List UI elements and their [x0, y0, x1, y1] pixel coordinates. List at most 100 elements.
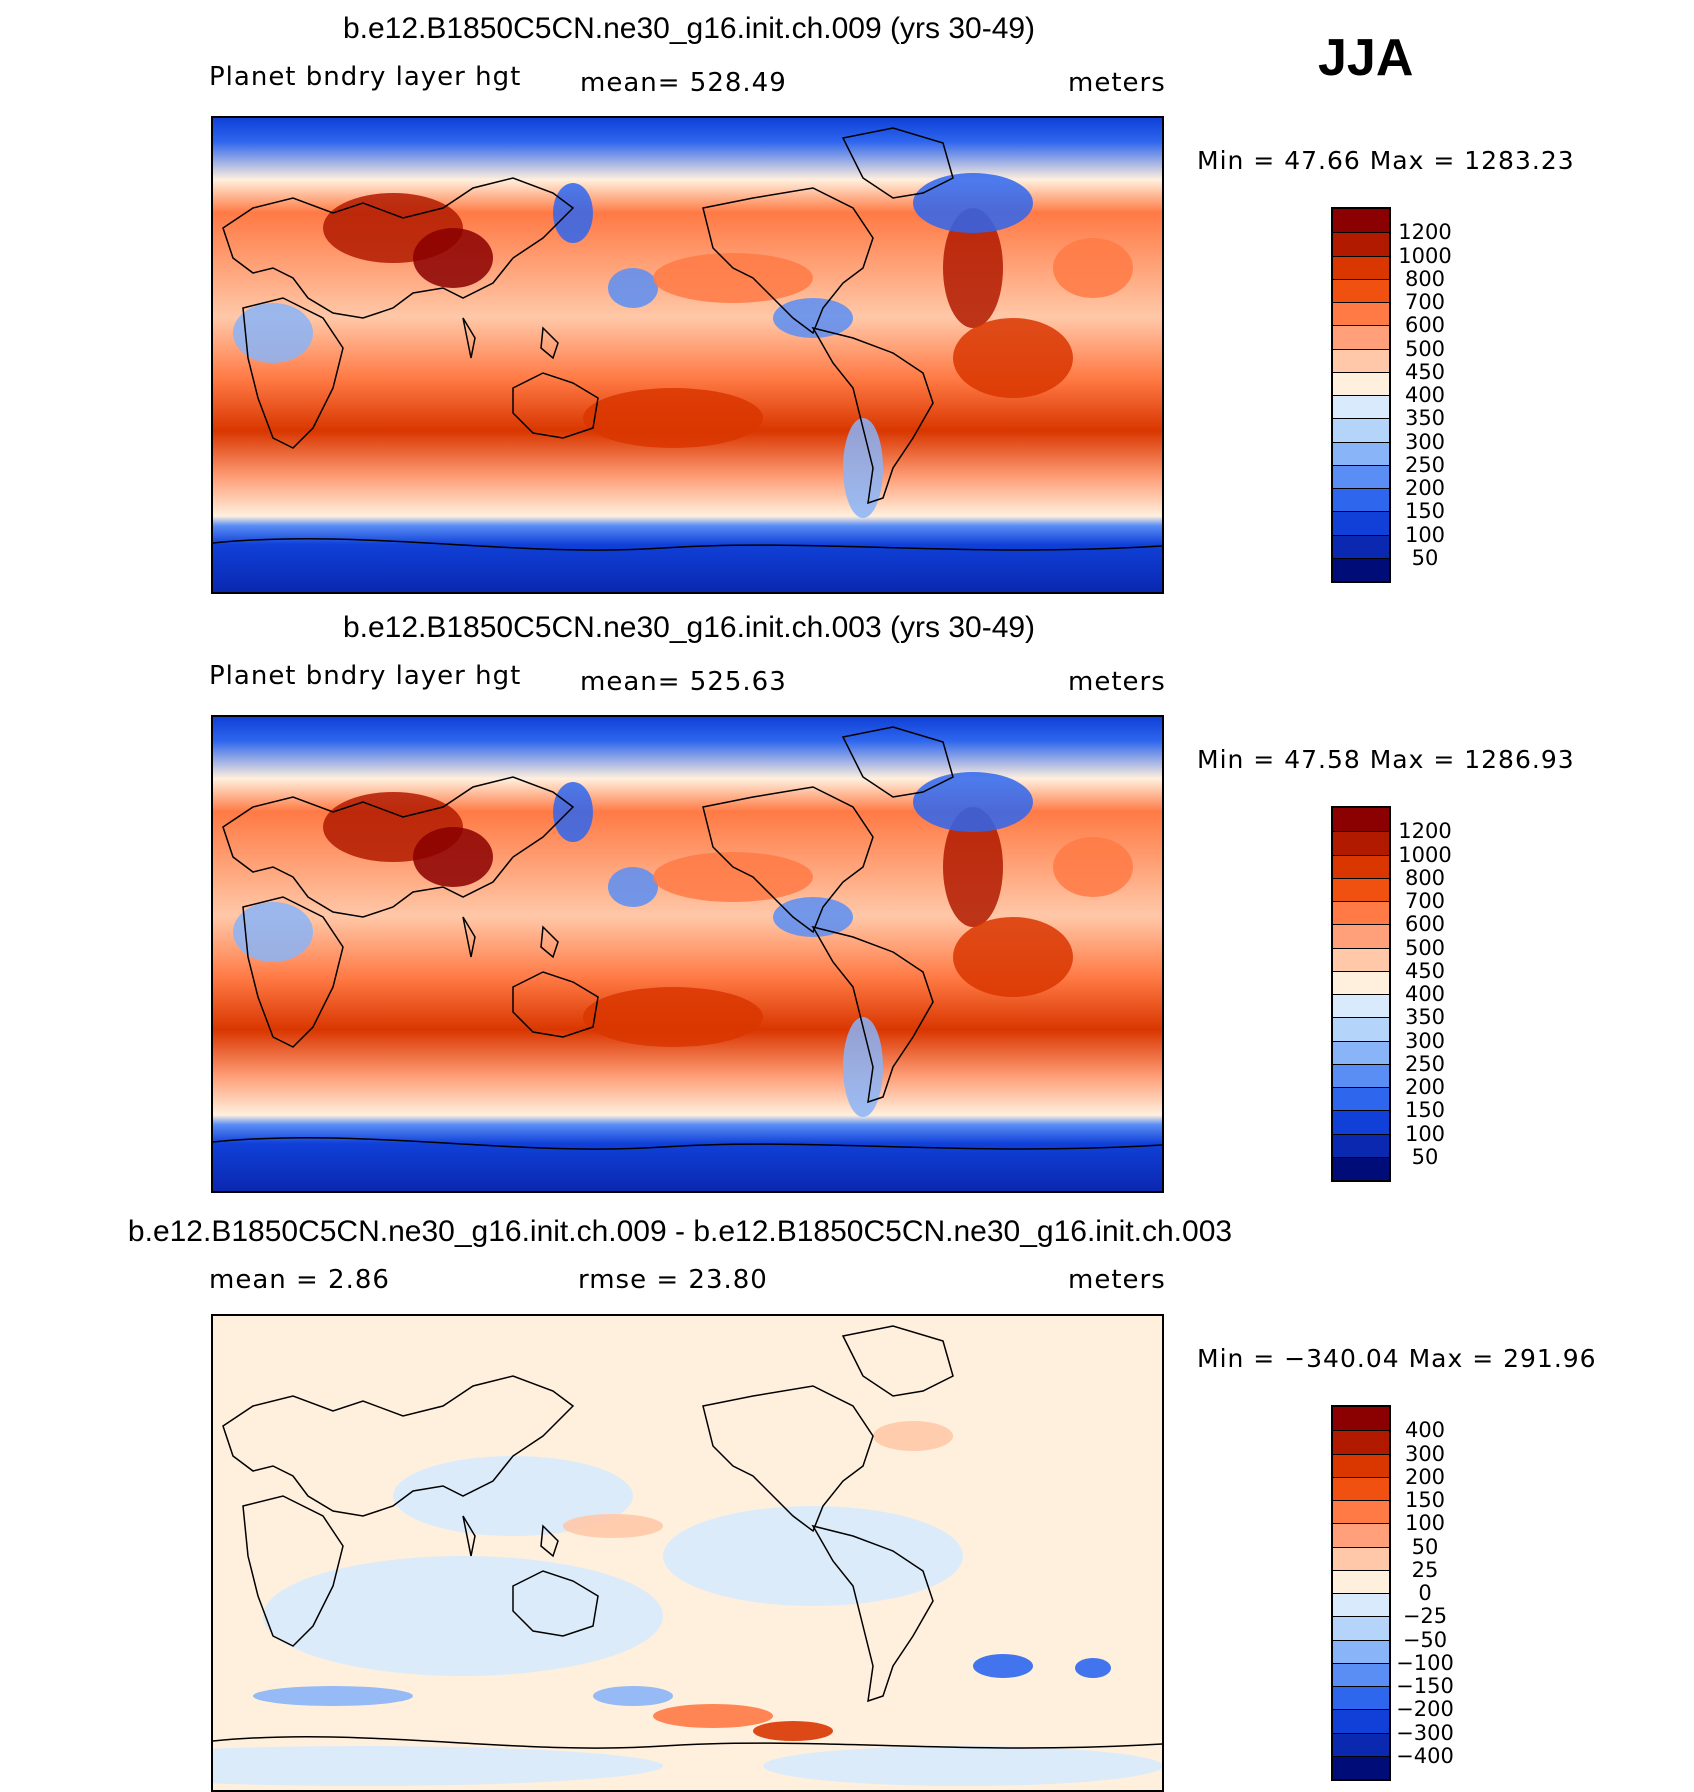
- colorbar-swatch: [1333, 325, 1389, 349]
- colorbar-tick-label: 150: [1404, 1098, 1446, 1123]
- colorbar-swatch: [1333, 854, 1389, 878]
- colorbar-swatch: [1333, 1593, 1389, 1617]
- panel-2-colorbar: [1331, 806, 1391, 1182]
- colorbar-swatch: [1333, 1709, 1389, 1733]
- colorbar-tick-label: 50: [1411, 1144, 1439, 1169]
- colorbar-swatch: [1333, 1755, 1389, 1779]
- colorbar-swatch: [1333, 1110, 1389, 1134]
- colorbar-tick-label: 150: [1404, 499, 1446, 524]
- panel-1-variable: Planet bndry layer hgt: [209, 62, 522, 92]
- panel-1-map-svg: [213, 118, 1162, 592]
- colorbar-swatch: [1333, 418, 1389, 442]
- colorbar-swatch: [1333, 924, 1389, 948]
- colorbar-swatch: [1333, 1686, 1389, 1710]
- panel-3-colorbar: [1331, 1405, 1391, 1781]
- colorbar-swatch: [1333, 1133, 1389, 1157]
- panel-2-map: [211, 715, 1164, 1193]
- panel-2-stat: mean= 525.63: [580, 667, 787, 697]
- colorbar-swatch: [1333, 1732, 1389, 1756]
- colorbar-swatch: [1333, 534, 1389, 558]
- colorbar-tick-label: 100: [1404, 522, 1446, 547]
- colorbar-swatch: [1333, 1063, 1389, 1087]
- panel-1-colorbar: [1331, 207, 1391, 583]
- colorbar-swatch: [1333, 1616, 1389, 1640]
- colorbar-tick-label: −300: [1396, 1720, 1454, 1745]
- panel-2-title: b.e12.B1850C5CN.ne30_g16.init.ch.003 (yr…: [342, 611, 1036, 644]
- colorbar-swatch: [1333, 441, 1389, 465]
- colorbar-swatch: [1333, 877, 1389, 901]
- colorbar-tick-label: 50: [1411, 1534, 1439, 1559]
- colorbar-tick-label: 800: [1404, 865, 1446, 890]
- colorbar-tick-label: 350: [1404, 406, 1446, 431]
- colorbar-swatch: [1333, 1453, 1389, 1477]
- colorbar-swatch: [1333, 1500, 1389, 1524]
- colorbar-tick-label: 200: [1404, 476, 1446, 500]
- colorbar-swatch: [1333, 1040, 1389, 1064]
- colorbar-tick-label: 1000: [1398, 842, 1452, 867]
- colorbar-tick-label: 400: [1404, 383, 1446, 407]
- colorbar-tick-label: 1200: [1398, 220, 1452, 245]
- colorbar-tick-label: 200: [1404, 1464, 1446, 1489]
- colorbar-tick-label: 350: [1404, 1005, 1446, 1030]
- colorbar-tick-label: 0: [1418, 1581, 1432, 1605]
- colorbar-swatch: [1333, 1546, 1389, 1570]
- panel-2-variable: Planet bndry layer hgt: [209, 661, 522, 691]
- panel-3-minmax: Min = −340.04 Max = 291.96: [1197, 1344, 1597, 1373]
- colorbar-swatch: [1333, 302, 1389, 326]
- colorbar-tick-label: 100: [1404, 1121, 1446, 1146]
- colorbar-tick-label: 450: [1404, 958, 1446, 983]
- colorbar-swatch: [1333, 557, 1389, 581]
- colorbar-swatch: [1333, 947, 1389, 971]
- panel-2-minmax: Min = 47.58 Max = 1286.93: [1197, 745, 1575, 774]
- colorbar-swatch: [1333, 1569, 1389, 1593]
- colorbar-swatch: [1333, 395, 1389, 419]
- colorbar-tick-label: −50: [1402, 1627, 1448, 1652]
- colorbar-swatch: [1333, 1156, 1389, 1180]
- colorbar-swatch: [1333, 278, 1389, 302]
- colorbar-tick-label: 1200: [1398, 819, 1452, 844]
- colorbar-swatch: [1333, 831, 1389, 855]
- colorbar-tick-label: −200: [1396, 1697, 1454, 1722]
- panel-3-units: meters: [1068, 1265, 1166, 1295]
- colorbar-tick-label: 300: [1404, 429, 1446, 454]
- colorbar-swatch: [1333, 1407, 1389, 1431]
- panel-1-units: meters: [1068, 68, 1166, 98]
- colorbar-tick-label: 700: [1404, 889, 1446, 913]
- colorbar-swatch: [1333, 255, 1389, 279]
- colorbar-tick-label: 200: [1404, 1075, 1446, 1099]
- colorbar-tick-label: 150: [1404, 1488, 1446, 1512]
- colorbar-swatch: [1333, 901, 1389, 925]
- colorbar-swatch: [1333, 232, 1389, 256]
- colorbar-tick-label: 25: [1411, 1557, 1439, 1582]
- colorbar-tick-label: −25: [1402, 1604, 1448, 1629]
- colorbar-swatch: [1333, 1087, 1389, 1111]
- panel-1-title: b.e12.B1850C5CN.ne30_g16.init.ch.009 (yr…: [342, 12, 1036, 45]
- season-label: JJA: [1318, 29, 1414, 87]
- panel-3-rmse: rmse = 23.80: [578, 1265, 768, 1295]
- colorbar-tick-label: −400: [1396, 1743, 1454, 1768]
- colorbar-swatch: [1333, 464, 1389, 488]
- colorbar-tick-label: 800: [1404, 266, 1446, 291]
- colorbar-swatch: [1333, 488, 1389, 512]
- colorbar-tick-label: 300: [1404, 1028, 1446, 1053]
- panel-1-map: [211, 116, 1164, 594]
- panel-2-units: meters: [1068, 667, 1166, 697]
- colorbar-tick-label: 600: [1404, 912, 1446, 937]
- colorbar-tick-label: 300: [1404, 1441, 1446, 1466]
- panel-3-map: [211, 1314, 1164, 1792]
- panel-1-minmax: Min = 47.66 Max = 1283.23: [1197, 146, 1575, 175]
- panel-1-stat: mean= 528.49: [580, 68, 787, 98]
- colorbar-swatch: [1333, 511, 1389, 535]
- colorbar-tick-label: 250: [1404, 452, 1446, 477]
- colorbar-swatch: [1333, 1523, 1389, 1547]
- colorbar-tick-label: 50: [1411, 545, 1439, 570]
- colorbar-tick-label: 400: [1404, 1418, 1446, 1443]
- panel-2-map-svg: [213, 717, 1162, 1191]
- colorbar-tick-label: 500: [1404, 336, 1446, 361]
- colorbar-swatch: [1333, 209, 1389, 233]
- colorbar-swatch: [1333, 994, 1389, 1018]
- colorbar-tick-label: 400: [1404, 982, 1446, 1006]
- colorbar-swatch: [1333, 970, 1389, 994]
- colorbar-tick-label: 100: [1404, 1511, 1446, 1536]
- panel-3-map-svg: [213, 1316, 1162, 1790]
